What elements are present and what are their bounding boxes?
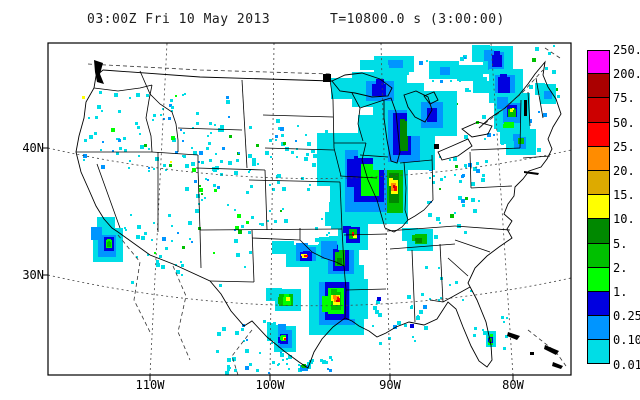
colorbar-tick-label: 0.25 (613, 309, 640, 324)
colorbar-cell (587, 195, 610, 220)
lat-tick-label: 30N (22, 268, 44, 282)
colorbar-cell (587, 50, 610, 75)
colorbar-tick-label: 250. (613, 43, 640, 57)
colorbar-tick-label: 1. (613, 285, 628, 299)
axis-ticks (42, 147, 514, 381)
colorbar-cell (587, 291, 610, 317)
colorbar-cell (587, 98, 610, 123)
precipitation-layer (82, 45, 560, 375)
colorbar (587, 50, 610, 365)
plot-frame (42, 42, 572, 381)
colorbar-cell (587, 74, 610, 99)
plot-title-model-time: T=10800.0 s (3:00:00) (330, 12, 505, 27)
coastline (75, 60, 562, 369)
colorbar-cell (587, 219, 610, 244)
colorbar-tick-label: 25. (613, 139, 635, 154)
colorbar-cell (587, 170, 610, 196)
colorbar-cell (587, 340, 610, 365)
colorbar-tick-label: 0.01 (613, 357, 640, 372)
colorbar-tick-label: 50. (613, 115, 635, 130)
colorbar-tick-label: 20. (613, 164, 635, 178)
colorbar-cell (587, 267, 610, 292)
lon-tick-label: 80W (502, 378, 524, 392)
colorbar-tick-label: 15. (613, 188, 635, 203)
colorbar-cell (587, 316, 610, 341)
great-lakes (331, 72, 493, 164)
lon-tick-label: 100W (255, 378, 285, 392)
colorbar-tick-label: 0.10 (613, 333, 640, 348)
lon-tick-label: 110W (135, 378, 165, 392)
water-fill-marks (94, 60, 563, 369)
colorbar-tick-label: 2. (613, 260, 628, 275)
plot-title-datetime: 03:00Z Fri 10 May 2013 (87, 12, 271, 27)
colorbar-tick-label: 5. (613, 236, 628, 251)
colorbar-tick-label: 10. (613, 212, 635, 227)
colorbar-cell (587, 122, 610, 147)
lon-tick-label: 90W (379, 378, 401, 392)
state-borders (76, 70, 551, 323)
colorbar-cell (587, 146, 610, 171)
colorbar-tick-label: 75. (613, 91, 635, 106)
lat-tick-label: 40N (22, 141, 44, 155)
colorbar-tick-label: 200. (613, 67, 640, 82)
colorbar-cell (587, 243, 610, 268)
graticule (48, 43, 571, 375)
